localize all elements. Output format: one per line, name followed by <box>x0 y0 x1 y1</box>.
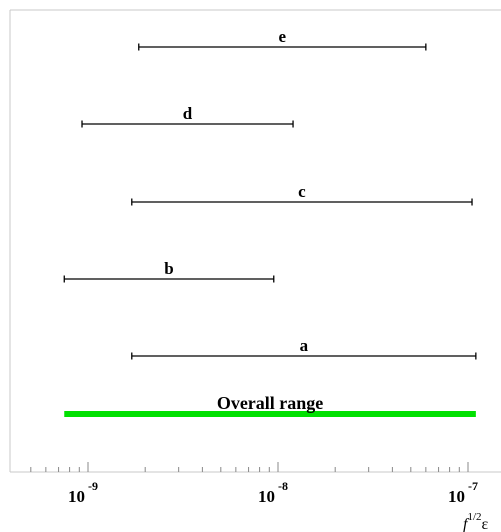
x-tick-label-exp: -8 <box>278 479 288 493</box>
range-bars: e d c b a Overall range <box>63 27 477 417</box>
x-tick-label-base: 10 <box>68 487 85 506</box>
range-label: d <box>183 104 193 123</box>
range-label: a <box>300 336 309 355</box>
x-tick-label-exp: -9 <box>88 479 98 493</box>
range-label: c <box>298 182 306 201</box>
range-overall-range: Overall range <box>64 393 476 417</box>
x-tick-label: 10-8 <box>258 479 288 506</box>
range-label: e <box>279 27 287 46</box>
x-axis-label-tail: ε <box>482 516 489 532</box>
x-axis: 10-910-810-7 <box>30 462 478 506</box>
range-a: a <box>131 336 477 360</box>
range-b: b <box>63 259 275 283</box>
x-axis-label-sup: 1/2 <box>467 511 481 523</box>
plot-frame <box>9 9 501 473</box>
x-tick-label: 10-9 <box>68 479 98 506</box>
x-tick-label-base: 10 <box>448 487 465 506</box>
range-d: d <box>81 104 294 128</box>
range-label: b <box>164 259 173 278</box>
x-axis-label-group: f1/2ε <box>463 511 489 532</box>
x-axis-label-base: f <box>463 516 470 532</box>
x-tick-label-base: 10 <box>258 487 275 506</box>
range-e: e <box>138 27 427 51</box>
x-axis-label: f1/2ε <box>463 511 489 532</box>
x-tick-label: 10-7 <box>448 479 478 506</box>
range-c: c <box>131 182 473 206</box>
range-label: Overall range <box>217 393 323 413</box>
x-tick-label-exp: -7 <box>468 479 478 493</box>
